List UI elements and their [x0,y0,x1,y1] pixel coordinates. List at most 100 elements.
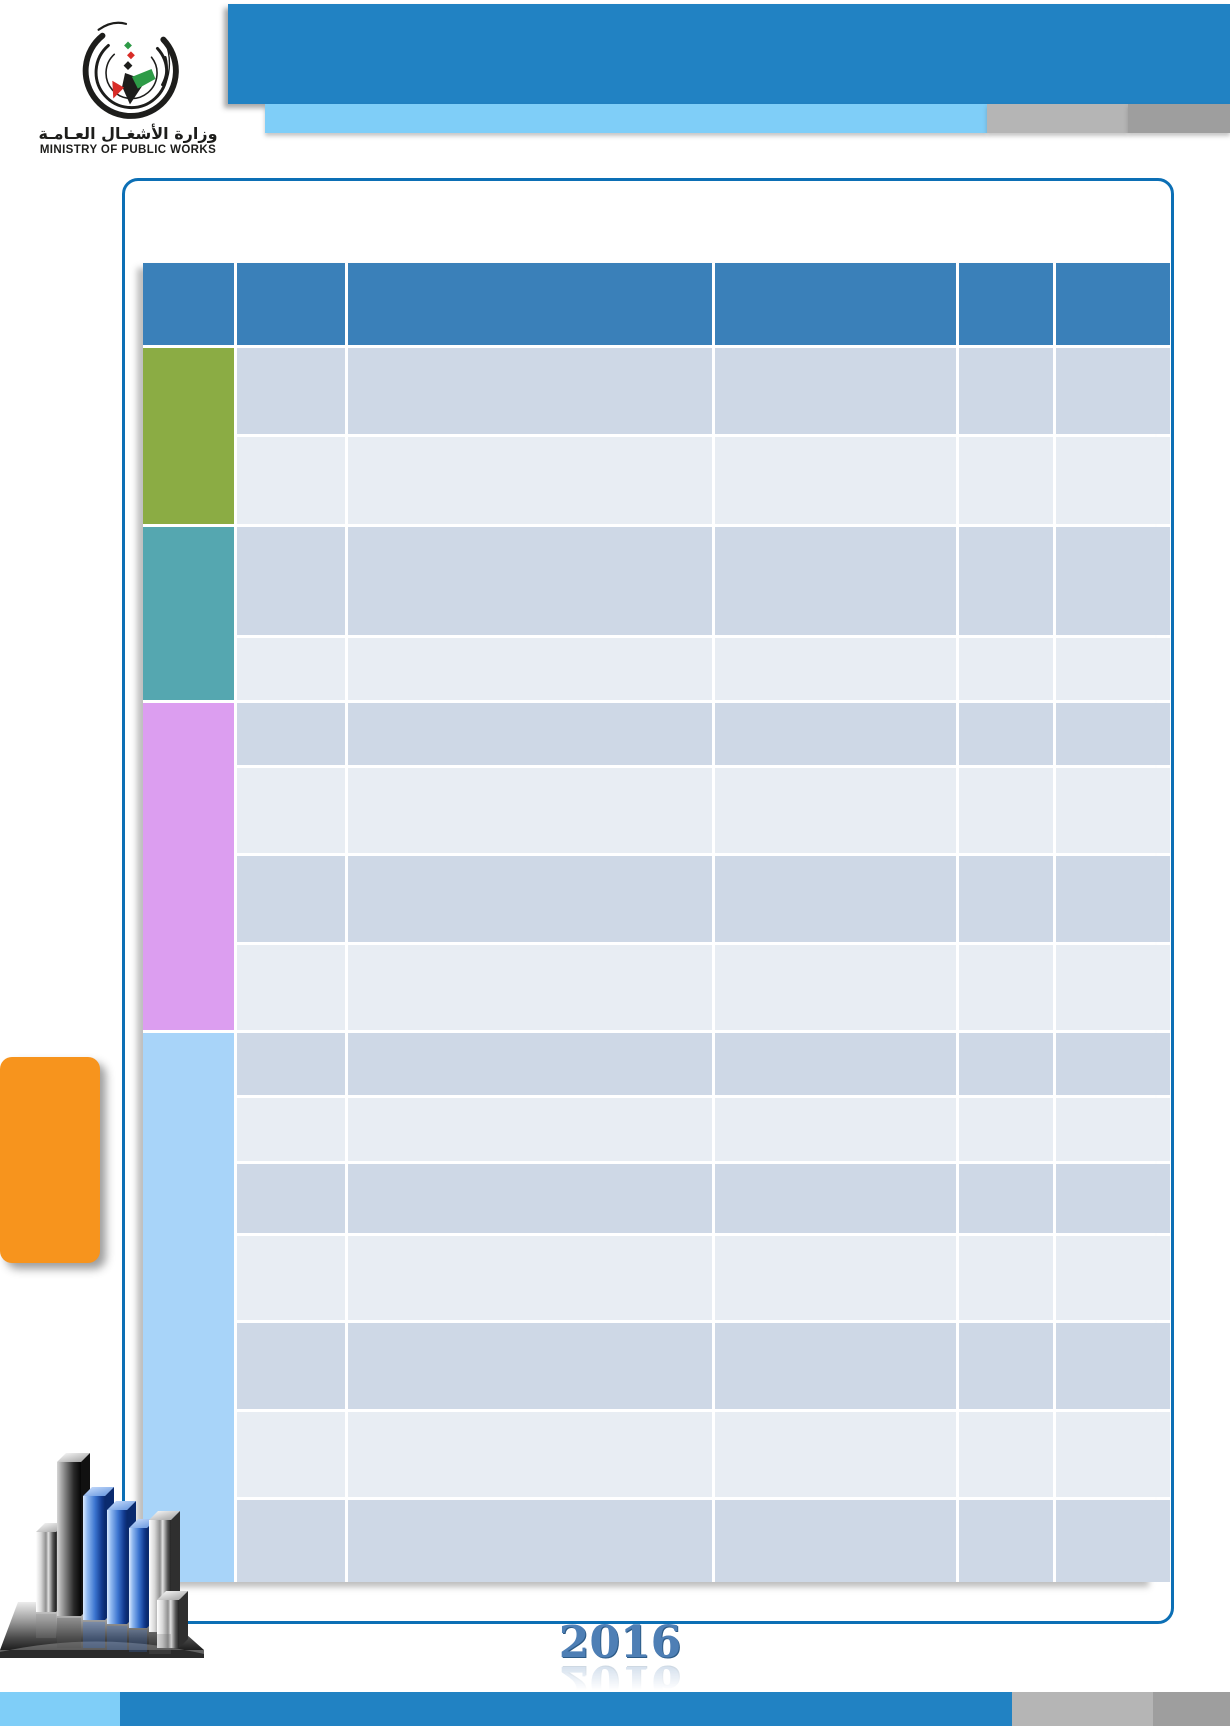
table-cell [1056,527,1170,635]
table-cell [348,527,712,635]
ministry-name-english: MINISTRY OF PUBLIC WORKS [39,144,217,156]
year-label-block: 2016 2016 [520,1617,720,1708]
table-cell [1056,1412,1170,1497]
table-cell [715,1412,956,1497]
table-cell [715,348,956,434]
table-cell [1056,1323,1170,1409]
table-cell [959,1164,1053,1233]
table-cell [237,638,345,700]
top-banner-blue-band [228,4,1230,104]
orange-side-tab [0,1057,100,1263]
table-cell [959,1412,1053,1497]
table-cell [237,703,345,765]
table-cell [237,1412,345,1497]
table-cell [348,856,712,942]
table-header-cell [1056,263,1170,345]
table-cell [237,768,345,853]
table-cell [348,1412,712,1497]
table-cell [959,1033,1053,1095]
table-cell [715,437,956,524]
table-cell [348,945,712,1030]
top-banner-darkgray-band [1128,104,1230,133]
footer-band-lightblue [0,1692,120,1726]
table-cell [715,945,956,1030]
table-cell [1056,856,1170,942]
table-cell [959,1098,1053,1161]
ministry-logo: وزارة الأشغـال العـامـة MINISTRY OF PUBL… [28,18,228,156]
table-cell [348,437,712,524]
table-cell [237,856,345,942]
table-cell [715,1033,956,1095]
table-cell [237,437,345,524]
footer-band-darkgray [1153,1692,1230,1726]
table-cell [959,856,1053,942]
footer-band-gray [1012,1692,1153,1726]
year-label: 2016 [558,1617,682,1668]
table-cell [237,945,345,1030]
table-cell [959,348,1053,434]
table-cell [715,1323,956,1409]
table-header-cell [237,263,345,345]
data-table [143,263,1170,1582]
table-cell [715,856,956,942]
table-cell [715,1098,956,1161]
table-cell [715,1500,956,1582]
table-cell [959,945,1053,1030]
table-header-cell [715,263,956,345]
table-cell [1056,703,1170,765]
table-cell [1056,768,1170,853]
table-cell [1056,437,1170,524]
table-cell [237,348,345,434]
table-cell [959,527,1053,635]
table-cell [715,638,956,700]
table-cell [348,768,712,853]
table-cell [237,1236,345,1320]
table-cell [1056,348,1170,434]
top-banner-lightblue-band [265,104,987,133]
table-cell [715,1164,956,1233]
table-cell [715,768,956,853]
table-header-cell [348,263,712,345]
table-cell [348,348,712,434]
table-cell [959,768,1053,853]
table-cell [959,1323,1053,1409]
table-cell [348,1033,712,1095]
table-cell [959,638,1053,700]
table-cell [715,527,956,635]
table-cell [1056,1236,1170,1320]
table-cell [348,1236,712,1320]
table-cell [959,1236,1053,1320]
table-cell [237,527,345,635]
table-cell [959,703,1053,765]
table-header-cell [959,263,1053,345]
table-header-cell [143,263,234,345]
table-cell [348,1098,712,1161]
ministry-name-arabic: وزارة الأشغـال العـامـة [38,124,218,143]
table-cell [237,1033,345,1095]
table-cell [237,1164,345,1233]
table-cell [348,703,712,765]
table-cell [348,1164,712,1233]
top-banner-gray-band [987,104,1128,133]
table-cell [237,1098,345,1161]
table-cell [1056,945,1170,1030]
table-cell [348,1323,712,1409]
footer-band-blue [120,1692,1012,1726]
table-group-blue-cell [143,1033,234,1582]
table-cell [348,1500,712,1582]
table-group-teal-cell [143,527,234,700]
table-cell [1056,1500,1170,1582]
table-cell [715,703,956,765]
table-cell [1056,1098,1170,1161]
bar-chart-3d-icon [0,1453,204,1658]
table-cell [959,437,1053,524]
table-cell [1056,638,1170,700]
table-cell [348,638,712,700]
table-cell [237,1500,345,1582]
table-cell [237,1323,345,1409]
table-group-violet-cell [143,703,234,1030]
ministry-emblem-icon [82,21,179,119]
table-cell [959,1500,1053,1582]
table-group-green-cell [143,348,234,524]
table-cell [1056,1033,1170,1095]
